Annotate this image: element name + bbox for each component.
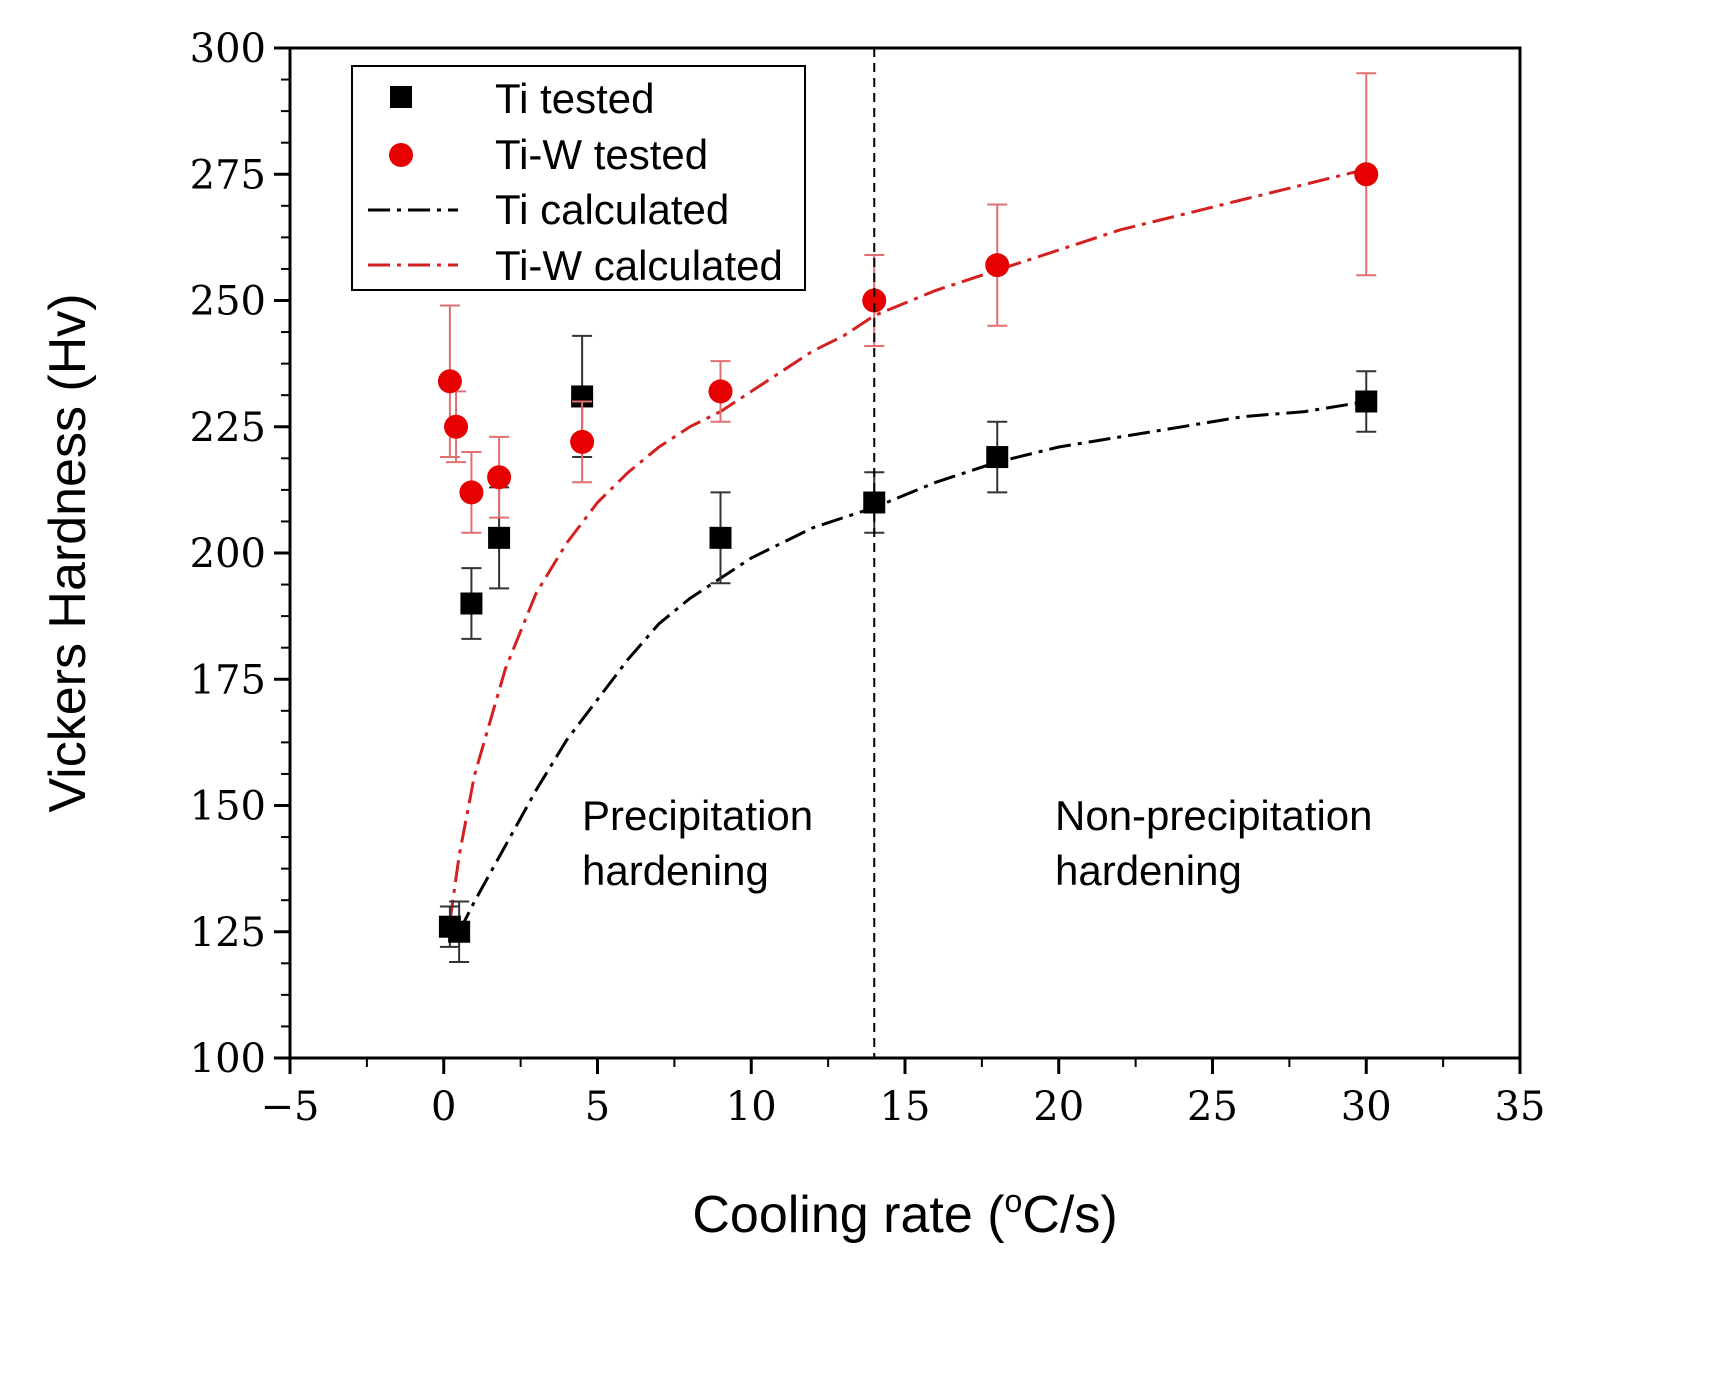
y-tick-label: 225 — [190, 405, 266, 451]
ticks-layer — [274, 46, 1522, 1074]
legend-box — [351, 65, 806, 291]
point-ti-tested — [709, 526, 732, 549]
x-tick-label: −5 — [261, 1084, 320, 1130]
point-ti-tested — [1355, 390, 1378, 413]
series-line-ti-calculated — [457, 400, 1367, 933]
x-tick-label: 35 — [1495, 1084, 1546, 1130]
point-ti-w-tested — [708, 379, 733, 404]
legend-label-ti-w-tested: Ti-W tested — [495, 131, 708, 178]
y-tick-label: 300 — [190, 26, 266, 72]
x-tick-label: 5 — [585, 1084, 610, 1130]
y-tick-label: 200 — [190, 531, 266, 577]
legend-label-ti-tested: Ti tested — [495, 75, 655, 122]
x-tick-label: 10 — [726, 1084, 777, 1130]
x-tick-label: 15 — [880, 1084, 931, 1130]
legend: Ti tested Ti-W tested Ti calculated Ti-W… — [351, 65, 806, 291]
x-tick-label: 25 — [1187, 1084, 1238, 1130]
point-ti-tested — [488, 526, 511, 549]
legend-marker-ti-tested — [390, 86, 412, 108]
y-axis-title: Vickers Hardness (Hv) — [39, 293, 97, 812]
x-axis-title-degree: o — [1005, 1183, 1023, 1219]
y-tick-label: 250 — [190, 279, 266, 325]
point-ti-tested — [448, 920, 471, 943]
point-ti-w-tested — [1354, 162, 1379, 187]
point-ti-w-tested — [487, 465, 512, 490]
annotation-non-precipitation-line2: hardening — [1055, 847, 1242, 894]
annotation-non-precipitation-line1: Non-precipitation — [1055, 792, 1373, 839]
x-axis-title-main: Cooling rate ( — [692, 1186, 1005, 1244]
y-tick-label: 175 — [190, 657, 266, 703]
series-line-ti-w-calculated — [448, 167, 1367, 922]
x-axis-title: Cooling rate (oC/s) — [692, 1183, 1117, 1244]
tick-labels-layer: −5 0 5 10 15 20 25 30 35 100 125 150 175 200 225 250 275… — [190, 26, 1546, 1130]
y-tick-label: 275 — [190, 152, 266, 198]
point-ti-w-tested — [570, 429, 595, 454]
legend-label-ti-w-calculated: Ti-W calculated — [495, 242, 783, 289]
y-tick-label: 150 — [190, 784, 266, 830]
y-tick-label: 125 — [190, 910, 266, 956]
annotation-precipitation-line1: Precipitation — [582, 792, 813, 839]
series-layer — [437, 72, 1379, 964]
x-tick-label: 20 — [1033, 1084, 1084, 1130]
x-axis-title-unit: C/s) — [1022, 1186, 1117, 1244]
point-ti-w-tested — [862, 288, 887, 313]
point-ti-w-tested — [437, 369, 462, 394]
point-ti-w-tested — [444, 414, 469, 439]
y-tick-label: 100 — [190, 1036, 266, 1082]
point-ti-tested — [986, 446, 1009, 469]
legend-marker-ti-w-tested — [389, 143, 413, 167]
point-ti-w-tested — [985, 253, 1010, 278]
x-tick-label: 30 — [1341, 1084, 1392, 1130]
annotation-precipitation-line2: hardening — [582, 847, 769, 894]
point-ti-tested — [460, 592, 483, 615]
point-ti-w-tested — [459, 480, 484, 505]
x-tick-label: 0 — [431, 1084, 456, 1130]
legend-label-ti-calculated: Ti calculated — [495, 186, 729, 233]
